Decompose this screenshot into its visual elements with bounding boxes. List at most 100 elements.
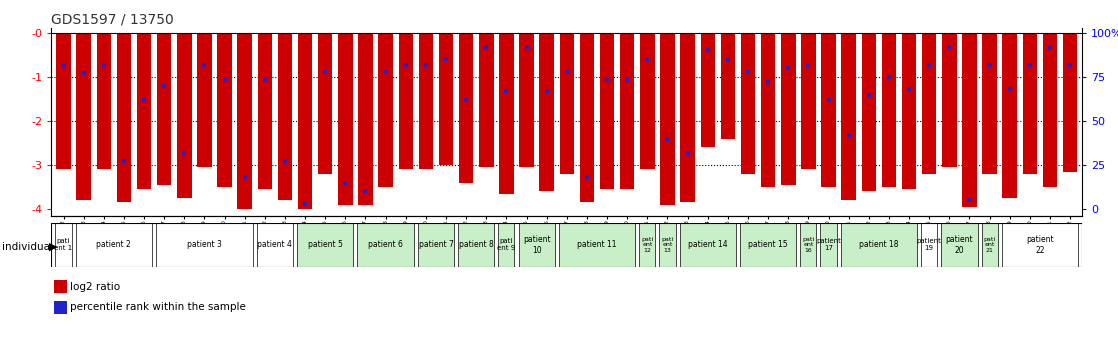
Text: log2 ratio: log2 ratio [70,282,121,292]
Bar [157,223,253,267]
Bar [277,33,292,200]
Bar [157,33,171,185]
Bar [921,223,937,267]
Bar [297,223,353,267]
Text: patient
19: patient 19 [917,238,941,252]
Bar [800,223,816,267]
Bar [740,223,796,267]
Bar [882,33,897,187]
Bar [963,33,977,207]
Bar [802,33,816,169]
Bar [862,33,877,191]
Bar [418,33,433,169]
Bar [479,33,493,167]
Bar [297,33,312,209]
Bar [701,33,716,147]
Bar [1043,33,1058,187]
Bar [358,33,372,205]
Bar [338,33,352,205]
Bar [681,33,695,203]
Bar [136,33,151,189]
Bar [458,223,494,267]
Bar [660,223,675,267]
Bar [76,223,152,267]
Bar [942,33,957,167]
Text: individual: individual [2,242,54,252]
Bar [540,33,553,191]
Text: patient
22: patient 22 [1026,235,1054,255]
Bar [781,33,796,185]
Text: patient 3: patient 3 [187,240,221,249]
Bar [822,33,836,187]
Bar [1063,33,1078,171]
Bar [842,33,856,200]
Bar [116,33,131,203]
Bar [318,33,332,174]
Bar [841,223,917,267]
Bar [560,33,574,174]
Bar [580,33,594,203]
Text: patient
10: patient 10 [523,235,550,255]
Text: pati
ent
16: pati ent 16 [803,237,815,253]
Bar [257,33,272,189]
Bar [418,223,454,267]
Bar [983,33,997,174]
Bar [559,223,635,267]
Text: percentile rank within the sample: percentile rank within the sample [70,303,246,312]
Bar [217,33,231,187]
Bar [76,33,91,200]
Text: pati
ent
21: pati ent 21 [984,237,996,253]
Text: patient 6: patient 6 [368,240,404,249]
Bar [982,223,997,267]
Bar [941,223,977,267]
Bar [639,223,655,267]
Bar [761,33,776,187]
Bar [56,33,70,169]
Bar [398,33,413,169]
Bar [458,33,473,183]
Bar [177,33,191,198]
Bar [1023,33,1038,174]
Bar [358,223,414,267]
Bar [922,33,937,174]
Bar [741,33,756,174]
Bar [1003,33,1017,198]
Text: pati
ent
12: pati ent 12 [642,237,653,253]
Text: patient 5: patient 5 [307,240,343,249]
Text: pati
ent 9: pati ent 9 [498,238,515,252]
Bar [519,223,555,267]
Text: patient
17: patient 17 [816,238,841,252]
Bar [56,223,72,267]
Text: pati
ent
13: pati ent 13 [662,237,673,253]
Text: patient 15: patient 15 [748,240,788,249]
Bar [237,33,252,209]
Bar [257,223,293,267]
Bar [661,33,675,205]
Bar [438,33,453,165]
Bar [902,33,917,189]
Bar [96,33,111,169]
Bar [641,33,655,169]
Text: patient 7: patient 7 [418,240,454,249]
Bar [499,33,513,194]
Bar [821,223,836,267]
Text: GDS1597 / 13750: GDS1597 / 13750 [51,12,174,27]
Bar [378,33,392,187]
Bar [600,33,614,189]
Bar [721,33,736,139]
Text: patient
20: patient 20 [946,235,974,255]
Text: patient 14: patient 14 [688,240,728,249]
Text: patient 4: patient 4 [257,240,292,249]
Text: pati
ent 1: pati ent 1 [55,238,73,252]
Bar [520,33,533,167]
Bar [620,33,635,189]
Bar [680,223,736,267]
Bar [197,33,211,167]
Text: ▶: ▶ [49,242,58,252]
Text: patient 11: patient 11 [577,240,617,249]
Text: patient 2: patient 2 [96,240,131,249]
Text: patient 8: patient 8 [458,240,494,249]
Text: patient 18: patient 18 [859,240,899,249]
Bar [1002,223,1078,267]
Bar [499,223,514,267]
